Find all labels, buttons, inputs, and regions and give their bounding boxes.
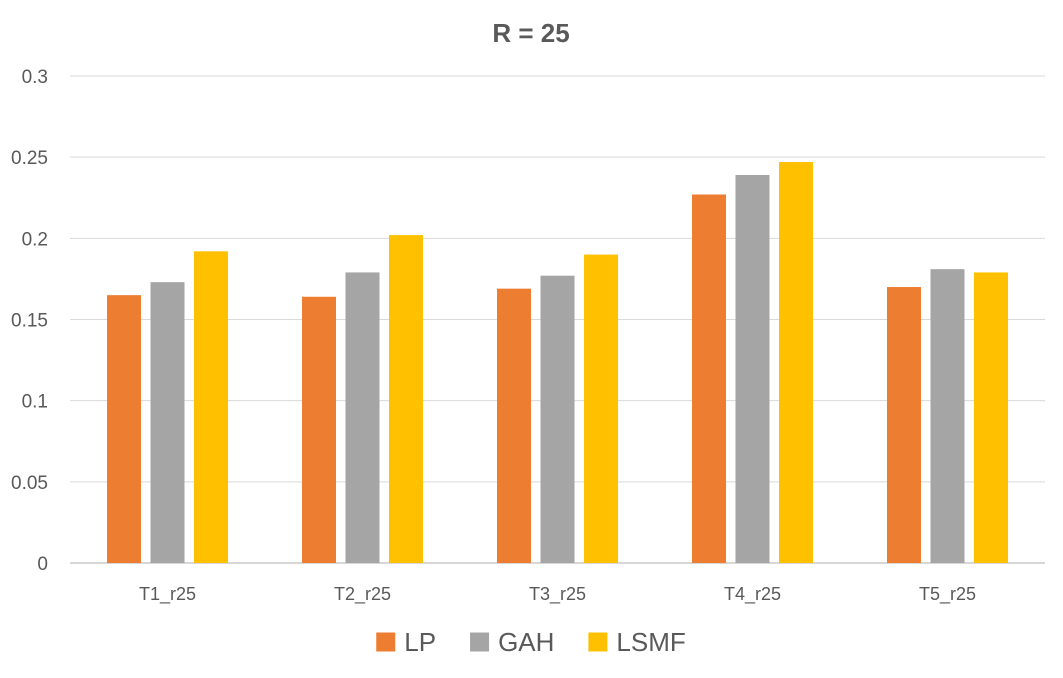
- bar-lsmf-t1_r25: [194, 251, 228, 563]
- legend-label-gah: GAH: [498, 627, 554, 657]
- bar-lsmf-t4_r25: [779, 162, 813, 563]
- bar-lp-t4_r25: [692, 194, 726, 563]
- y-tick-label: 0.3: [22, 67, 48, 88]
- bar-gah-t1_r25: [150, 282, 185, 563]
- legend-label-lp: LP: [404, 627, 436, 657]
- legend: LP GAH LSMF: [376, 627, 686, 657]
- bars: [107, 162, 1008, 564]
- bar-lp-t3_r25: [497, 288, 531, 563]
- y-tick-label: 0.1: [22, 392, 48, 413]
- bar-gah-t4_r25: [735, 175, 770, 564]
- x-tick-label: T2_r25: [334, 584, 391, 605]
- legend-swatch-gah: [470, 632, 490, 652]
- y-tick-label: 0.2: [22, 229, 48, 250]
- bar-gah-t3_r25: [540, 275, 575, 563]
- bar-lp-t1_r25: [107, 295, 141, 563]
- bar-lsmf-t5_r25: [974, 272, 1008, 563]
- y-axis-tick-labels: 0 0.05 0.1 0.15 0.2 0.25 0.3: [11, 67, 48, 575]
- bar-lsmf-t3_r25: [584, 254, 618, 564]
- x-tick-label: T3_r25: [529, 584, 586, 605]
- x-tick-label: T1_r25: [139, 584, 196, 605]
- legend-swatch-lsmf: [588, 632, 608, 652]
- y-tick-label: 0.25: [11, 148, 48, 169]
- bar-gah-t2_r25: [345, 272, 380, 563]
- gridlines: [70, 75, 1045, 564]
- bar-lp-t2_r25: [302, 296, 336, 563]
- legend-label-lsmf: LSMF: [616, 627, 685, 657]
- chart-title: R = 25: [492, 18, 569, 48]
- bar-gah-t5_r25: [930, 269, 965, 563]
- bar-lp-t5_r25: [887, 287, 921, 563]
- x-tick-label: T4_r25: [724, 584, 781, 605]
- x-axis-tick-labels: T1_r25 T2_r25 T3_r25 T4_r25 T5_r25: [139, 584, 976, 605]
- y-tick-label: 0.05: [11, 473, 48, 494]
- y-tick-label: 0: [37, 554, 48, 575]
- x-tick-label: T5_r25: [919, 584, 976, 605]
- y-tick-label: 0.15: [11, 311, 48, 332]
- bar-lsmf-t2_r25: [389, 235, 423, 563]
- legend-swatch-lp: [376, 632, 396, 652]
